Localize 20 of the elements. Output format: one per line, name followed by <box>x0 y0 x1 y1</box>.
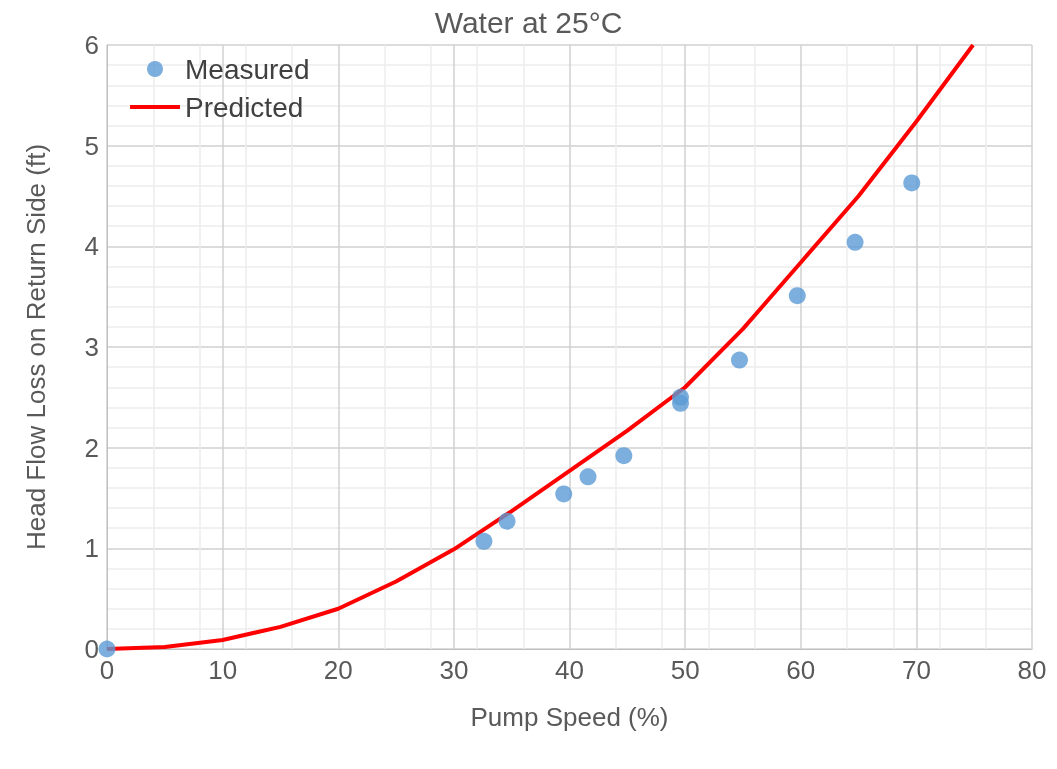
x-tick-label: 40 <box>555 655 584 685</box>
legend-label: Measured <box>185 53 310 85</box>
y-tick-label: 1 <box>84 533 99 564</box>
y-tick-label: 6 <box>84 30 99 60</box>
y-tick-label: 2 <box>84 432 99 463</box>
x-tick-label: 60 <box>786 655 816 685</box>
y-tick-label: 5 <box>84 130 99 161</box>
x-tick-label: 10 <box>208 655 238 685</box>
x-tick-label: 70 <box>901 655 931 685</box>
x-tick-label: 80 <box>1017 655 1047 685</box>
chart-title: Water at 25°C <box>434 5 623 39</box>
y-tick-label: 3 <box>84 332 99 362</box>
x-axis-title: Pump Speed (%) <box>470 702 669 732</box>
y-axis-title: Head Flow Loss on Return Side (ft) <box>21 143 51 551</box>
y-tick-label: 4 <box>84 231 99 262</box>
legend-label: Predicted <box>185 91 304 123</box>
x-tick-label: 50 <box>670 655 700 685</box>
x-tick-label: 20 <box>323 655 353 685</box>
x-tick-label: 30 <box>439 655 469 685</box>
y-tick-label: 0 <box>84 634 99 664</box>
